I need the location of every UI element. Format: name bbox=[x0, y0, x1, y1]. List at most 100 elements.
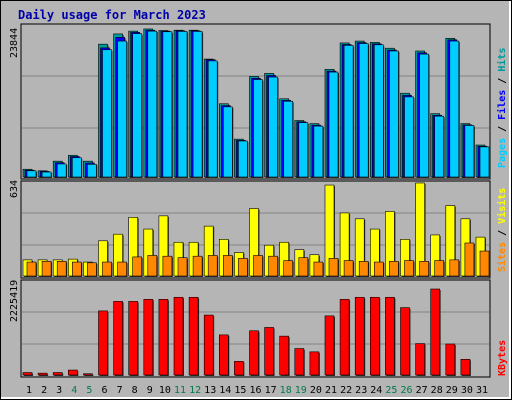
bar-sites-day-14 bbox=[223, 255, 233, 277]
bar-sites-day-1 bbox=[26, 261, 37, 277]
bar-pages-day-30 bbox=[464, 125, 475, 178]
x-tick-label-25: 25 bbox=[385, 385, 397, 396]
bar-sites-day-3 bbox=[56, 261, 67, 277]
bar-pages-day-8 bbox=[132, 33, 142, 178]
bar-sites-day-7 bbox=[117, 261, 127, 277]
x-tick-label-17: 17 bbox=[265, 385, 277, 396]
x-tick-label-30: 30 bbox=[461, 385, 473, 396]
bar-kbytes-day-5 bbox=[83, 373, 93, 376]
bar-sites-day-20 bbox=[313, 261, 324, 277]
bar-pages-day-15 bbox=[238, 140, 248, 178]
bar-sites-day-10 bbox=[162, 255, 173, 277]
x-tick-label-4: 4 bbox=[71, 385, 77, 396]
bar-sites-day-19 bbox=[298, 257, 309, 277]
bar-sites-day-28 bbox=[434, 260, 445, 277]
bar-pages-day-7 bbox=[117, 40, 127, 178]
legend-hits: Hits bbox=[496, 48, 508, 72]
x-tick-label-7: 7 bbox=[117, 385, 123, 396]
bar-pages-day-11 bbox=[177, 31, 188, 178]
bar-sites-day-21 bbox=[328, 258, 339, 277]
legend-visits-panel: Sites / Visits bbox=[496, 188, 508, 272]
bar-sites-day-22 bbox=[343, 260, 354, 277]
bar-sites-day-13 bbox=[207, 255, 218, 277]
bar-sites-day-15 bbox=[238, 258, 248, 277]
bar-kbytes-day-23 bbox=[354, 296, 365, 376]
bar-sites-day-30 bbox=[464, 242, 475, 277]
bar-pages-day-10 bbox=[162, 31, 173, 178]
bar-pages-day-17 bbox=[268, 76, 278, 178]
bar-kbytes-day-8 bbox=[128, 301, 138, 376]
bar-kbytes-day-24 bbox=[369, 296, 380, 376]
bar-kbytes-day-11 bbox=[173, 296, 184, 376]
bar-kbytes-day-14 bbox=[219, 334, 229, 376]
x-tick-label-2: 2 bbox=[41, 385, 47, 396]
bar-pages-day-4 bbox=[72, 157, 82, 178]
bar-pages-day-25 bbox=[389, 50, 399, 178]
bar-kbytes-day-16 bbox=[249, 330, 259, 376]
bar-sites-day-4 bbox=[72, 261, 82, 277]
x-tick-label-26: 26 bbox=[400, 385, 412, 396]
bar-pages-day-1 bbox=[26, 170, 37, 178]
bar-pages-day-3 bbox=[56, 163, 67, 178]
x-tick-label-27: 27 bbox=[416, 385, 428, 396]
x-tick-label-21: 21 bbox=[325, 385, 337, 396]
bar-kbytes-day-18 bbox=[279, 335, 290, 376]
bar-kbytes-day-9 bbox=[143, 299, 154, 376]
bar-sites-day-5 bbox=[87, 262, 97, 277]
legend-kbytes: KBytes bbox=[497, 340, 508, 376]
legend-pages: Pages bbox=[497, 138, 508, 168]
x-tick-label-20: 20 bbox=[310, 385, 322, 396]
bar-pages-day-26 bbox=[404, 96, 414, 178]
x-tick-label-22: 22 bbox=[340, 385, 352, 396]
bar-pages-day-2 bbox=[41, 171, 52, 178]
x-tick-label-24: 24 bbox=[370, 385, 382, 396]
x-tick-label-8: 8 bbox=[132, 385, 138, 396]
bar-sites-day-29 bbox=[449, 259, 460, 277]
x-tick-label-9: 9 bbox=[147, 385, 153, 396]
bar-sites-day-2 bbox=[41, 261, 52, 277]
legend-visits: Visits bbox=[496, 188, 508, 224]
bar-kbytes-day-19 bbox=[294, 348, 305, 376]
bar-kbytes-day-22 bbox=[339, 299, 350, 376]
x-tick-label-15: 15 bbox=[234, 385, 246, 396]
x-tick-label-13: 13 bbox=[204, 385, 216, 396]
x-tick-label-18: 18 bbox=[280, 385, 292, 396]
bar-pages-day-6 bbox=[102, 49, 112, 178]
bar-pages-day-29 bbox=[449, 40, 460, 178]
bar-sites-day-31 bbox=[479, 250, 490, 277]
bar-sites-day-16 bbox=[253, 255, 263, 277]
x-tick-label-10: 10 bbox=[159, 385, 171, 396]
bar-kbytes-day-17 bbox=[264, 327, 274, 376]
x-tick-label-12: 12 bbox=[189, 385, 201, 396]
bar-kbytes-day-20 bbox=[309, 351, 320, 376]
bar-kbytes-day-6 bbox=[98, 310, 108, 376]
bar-sites-day-8 bbox=[132, 256, 142, 277]
bar-kbytes-day-3 bbox=[52, 372, 63, 376]
bar-sites-day-12 bbox=[192, 255, 203, 277]
bar-pages-day-23 bbox=[358, 43, 369, 178]
x-tick-label-6: 6 bbox=[101, 385, 107, 396]
bar-pages-day-14 bbox=[223, 106, 233, 178]
bar-kbytes-day-21 bbox=[324, 315, 335, 376]
bar-sites-day-9 bbox=[147, 255, 158, 277]
x-tick-label-3: 3 bbox=[56, 385, 62, 396]
legend-files: Files bbox=[496, 90, 508, 120]
bar-sites-day-24 bbox=[373, 261, 384, 277]
x-tick-label-16: 16 bbox=[249, 385, 261, 396]
bar-sites-day-17 bbox=[268, 255, 278, 277]
bar-kbytes-day-4 bbox=[68, 369, 78, 376]
bar-pages-day-20 bbox=[313, 125, 324, 178]
bar-pages-day-31 bbox=[479, 146, 490, 178]
chart-title: Daily usage for March 2023 bbox=[18, 8, 206, 22]
bar-kbytes-day-25 bbox=[385, 296, 395, 376]
bar-sites-day-18 bbox=[283, 260, 294, 277]
bar-pages-day-28 bbox=[434, 115, 445, 178]
x-tick-label-1: 1 bbox=[26, 385, 32, 396]
bar-pages-day-27 bbox=[419, 53, 429, 178]
bar-sites-day-27 bbox=[419, 261, 429, 277]
x-tick-label-14: 14 bbox=[219, 385, 231, 396]
bar-kbytes-day-15 bbox=[234, 361, 244, 376]
x-tick-label-31: 31 bbox=[476, 385, 488, 396]
bar-kbytes-day-27 bbox=[415, 343, 425, 376]
bar-pages-day-21 bbox=[328, 71, 339, 178]
